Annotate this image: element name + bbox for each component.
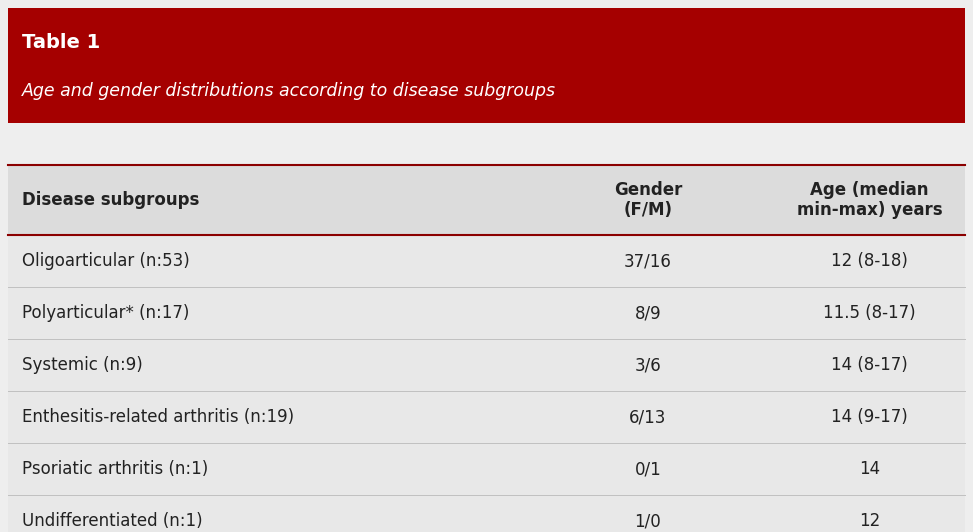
Text: 14 (9-17): 14 (9-17) [831,408,908,426]
Text: 12 (8-18): 12 (8-18) [831,252,908,270]
Text: 1/0: 1/0 [634,512,662,530]
Bar [8,165,965,235]
Bar [8,339,965,391]
Text: 37/16: 37/16 [624,252,672,270]
Bar [8,8,965,123]
Text: Undifferentiated (n:1): Undifferentiated (n:1) [22,512,202,530]
Bar [8,443,965,495]
Text: 6/13: 6/13 [630,408,667,426]
Text: 14: 14 [859,460,880,478]
Text: Gender
(F/M): Gender (F/M) [614,180,682,219]
Text: 0/1: 0/1 [634,460,662,478]
Text: 8/9: 8/9 [634,304,662,322]
Bar [8,495,965,532]
Text: Enthesitis-related arthritis (n:19): Enthesitis-related arthritis (n:19) [22,408,294,426]
Bar [8,391,965,443]
Text: 12: 12 [859,512,881,530]
Text: Table 1: Table 1 [22,33,100,52]
Bar [8,287,965,339]
Bar [8,123,965,165]
Text: Oligoarticular (n:53): Oligoarticular (n:53) [22,252,190,270]
Text: 11.5 (8-17): 11.5 (8-17) [823,304,916,322]
Text: Age (median
min-max) years: Age (median min-max) years [797,180,942,219]
Text: 3/6: 3/6 [634,356,662,374]
Text: 14 (8-17): 14 (8-17) [831,356,908,374]
Text: Systemic (n:9): Systemic (n:9) [22,356,143,374]
Text: Psoriatic arthritis (n:1): Psoriatic arthritis (n:1) [22,460,208,478]
Bar [8,235,965,287]
Text: Age and gender distributions according to disease subgroups: Age and gender distributions according t… [22,82,556,100]
Text: Disease subgroups: Disease subgroups [22,191,199,209]
Text: Polyarticular* (n:17): Polyarticular* (n:17) [22,304,190,322]
